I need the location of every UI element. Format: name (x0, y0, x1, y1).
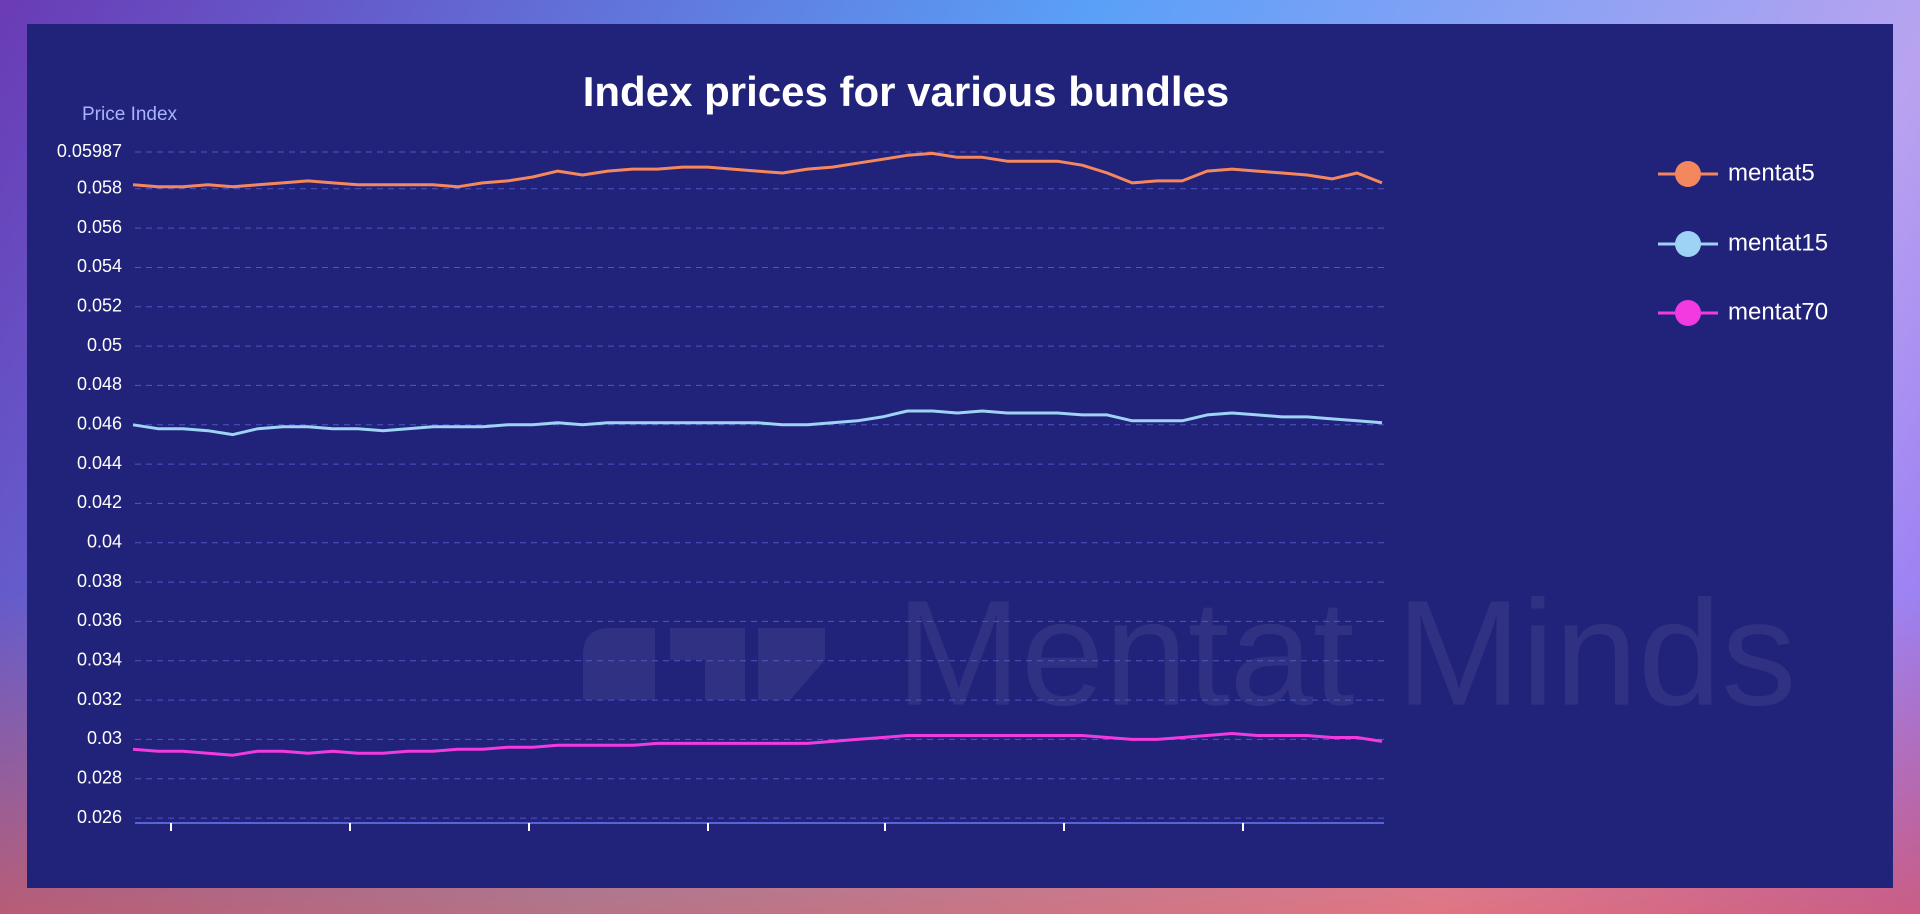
y-tick-label: 0.056 (77, 217, 122, 237)
y-tick-label: 0.05 (87, 335, 122, 355)
y-tick-label: 0.044 (77, 453, 122, 473)
y-tick-label: 0.058 (77, 178, 122, 198)
legend-label: mentat70 (1728, 298, 1828, 325)
y-tick-label: 0.032 (77, 689, 122, 709)
y-tick-label: 0.048 (77, 374, 122, 394)
y-tick-label: 0.03 (87, 728, 122, 748)
legend-marker (1675, 300, 1701, 326)
y-tick-label: 0.042 (77, 492, 122, 512)
chart-title: Index prices for various bundles (583, 68, 1230, 115)
y-tick-label: 0.038 (77, 571, 122, 591)
y-tick-label: 0.036 (77, 610, 122, 630)
legend-label: mentat5 (1728, 159, 1815, 186)
y-tick-label: 0.034 (77, 650, 122, 670)
y-tick-label: 0.05987 (57, 141, 122, 161)
series-line (132, 409, 1383, 437)
y-tick-label: 0.028 (77, 768, 122, 788)
legend-marker (1675, 161, 1701, 187)
legend-label: mentat15 (1728, 229, 1828, 256)
y-tick-label: 0.054 (77, 256, 122, 276)
y-tick-label: 0.04 (87, 532, 122, 552)
y-axis-label: Price Index (82, 104, 178, 125)
series-line (132, 732, 1383, 757)
legend-marker (1675, 231, 1701, 257)
panel (27, 24, 1893, 888)
y-tick-label: 0.052 (77, 296, 122, 316)
watermark: Mentat Minds (896, 569, 1796, 737)
y-tick-label: 0.046 (77, 414, 122, 434)
series-line (132, 151, 1383, 189)
watermark-logo (583, 628, 825, 700)
y-tick-label: 0.026 (77, 807, 122, 827)
